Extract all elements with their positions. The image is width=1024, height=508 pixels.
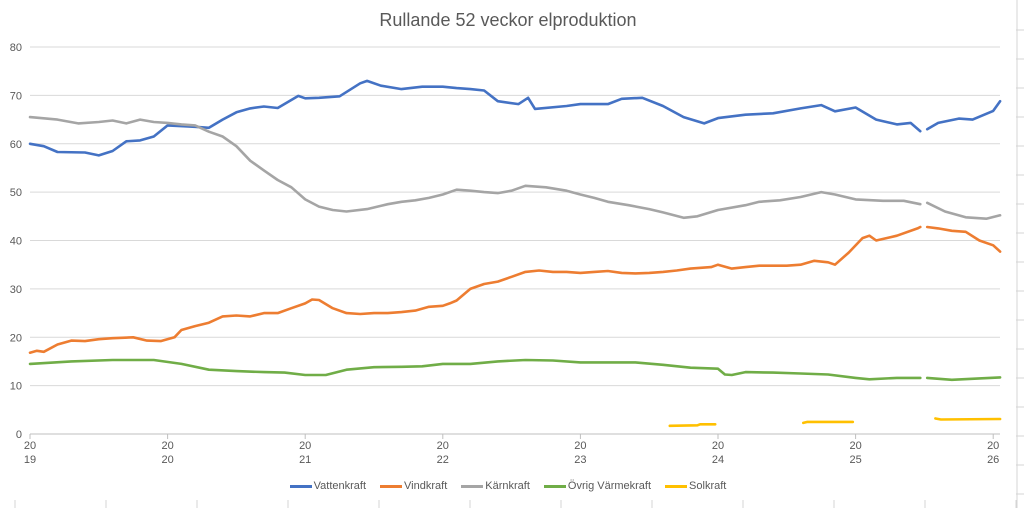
legend-swatch xyxy=(289,484,312,488)
y-tick-label: 70 xyxy=(10,90,22,102)
x-tick-label: 24 xyxy=(712,454,724,466)
x-tick-label: 20 xyxy=(574,440,586,452)
legend-item-ovrig-varmekraft: Övrig Värmekraft xyxy=(543,480,652,492)
x-tick-label: 22 xyxy=(437,454,449,466)
y-tick-label: 50 xyxy=(10,187,22,199)
chart-title: Rullande 52 veckor elproduktion xyxy=(379,10,637,30)
x-tick-label: 23 xyxy=(574,454,586,466)
x-tick-label: 20 xyxy=(849,440,861,452)
series-line-solkraft xyxy=(668,417,1002,428)
series-line-kärnkraft xyxy=(28,115,1002,220)
x-tick-label: 25 xyxy=(849,454,861,466)
legend-swatch xyxy=(665,484,688,488)
legend-label: Övrig Värmekraft xyxy=(567,480,652,492)
x-tick-label: 19 xyxy=(24,454,36,466)
x-tick-label: 20 xyxy=(712,440,724,452)
plot-area: 0 10 20 30 40 50 60 70 80 20 19 20 20 20 21 20 22 20 23 20 2… xyxy=(10,42,1002,466)
y-tick-label: 30 xyxy=(10,284,22,296)
y-tick-label: 40 xyxy=(10,236,22,248)
series-line-vindkraft xyxy=(28,225,1002,354)
legend-swatch xyxy=(543,484,566,488)
x-tick-label: 20 xyxy=(299,440,311,452)
x-tick-label: 20 xyxy=(437,440,449,452)
x-tick-label: 20 xyxy=(161,440,173,452)
x-tick-label: 20 xyxy=(161,454,173,466)
legend-swatch xyxy=(461,484,484,488)
x-tick-label: 20 xyxy=(24,440,36,452)
y-tick-label: 20 xyxy=(10,332,22,344)
legend: Vattenkraft Vindkraft Kärnkraft Övrig Vä… xyxy=(0,480,1016,492)
legend-label: Kärnkraft xyxy=(485,480,530,492)
legend-item-karnkraft: Kärnkraft xyxy=(461,480,530,492)
y-tick-label: 0 xyxy=(16,429,22,441)
series-line-övrig-värmekraft xyxy=(28,358,1002,382)
y-tick-label: 10 xyxy=(10,381,22,393)
chart-area[interactable]: Rullande 52 veckor elproduktion 0 10 20 30 4… xyxy=(0,0,1016,500)
series-line-vattenkraft xyxy=(28,79,1002,157)
legend-item-vindkraft: Vindkraft xyxy=(380,480,447,492)
legend-label: Vattenkraft xyxy=(313,480,367,492)
y-tick-label: 80 xyxy=(10,42,22,54)
legend-swatch xyxy=(380,484,403,488)
x-tick-label: 26 xyxy=(987,454,999,466)
x-tick-label: 21 xyxy=(299,454,311,466)
legend-label: Solkraft xyxy=(689,480,727,492)
y-tick-label: 60 xyxy=(10,139,22,151)
legend-label: Vindkraft xyxy=(404,480,448,492)
legend-item-solkraft: Solkraft xyxy=(665,480,726,492)
legend-item-vattenkraft: Vattenkraft xyxy=(289,480,367,492)
x-tick-label: 20 xyxy=(987,440,999,452)
